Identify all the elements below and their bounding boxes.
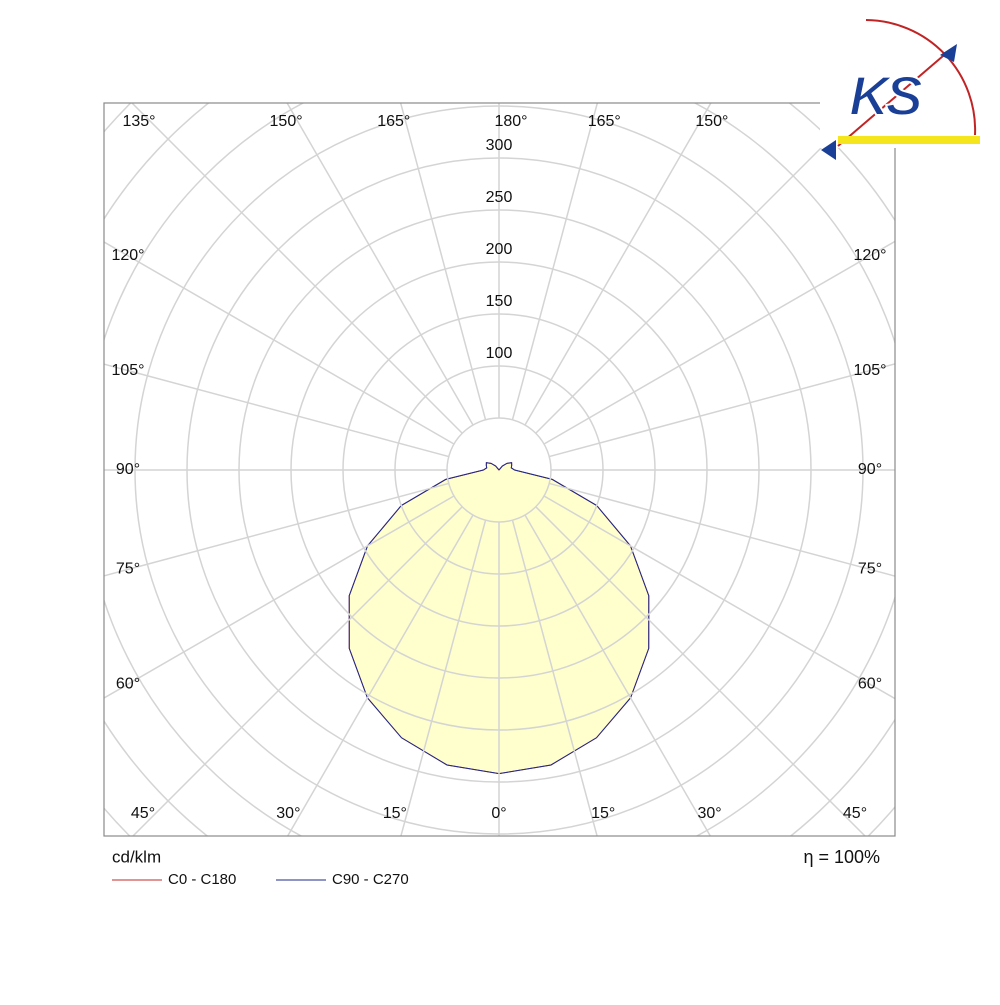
angle-label: 45° xyxy=(843,805,867,822)
grid-radial xyxy=(104,482,449,577)
angle-label: 15° xyxy=(591,805,615,822)
logo-background xyxy=(820,18,980,148)
grid-radial xyxy=(286,103,474,426)
grid-radial xyxy=(549,363,895,458)
angle-label: 120° xyxy=(111,247,144,264)
legend: C0 - C180 C90 - C270 xyxy=(112,871,409,888)
grid-radial xyxy=(131,506,463,836)
angle-label: 30° xyxy=(698,805,722,822)
angle-label: 150° xyxy=(270,113,303,130)
angle-label: 15° xyxy=(383,805,407,822)
angle-label: 150° xyxy=(695,113,728,130)
r-tick-label: 100 xyxy=(486,345,513,362)
angle-label: 90° xyxy=(116,461,140,478)
grid-radial xyxy=(130,103,463,434)
logo-arrow xyxy=(940,44,957,62)
r-tick-label: 300 xyxy=(486,137,513,154)
logo-ray xyxy=(837,49,951,147)
logo: KS xyxy=(820,18,980,160)
r-tick-label: 250 xyxy=(486,189,513,206)
angle-label: 165° xyxy=(588,113,621,130)
angle-label: 105° xyxy=(853,362,886,379)
angle-label: 180° xyxy=(494,113,527,130)
angle-label: 30° xyxy=(276,805,300,822)
angle-label: 120° xyxy=(853,247,886,264)
efficiency-label: η = 100% xyxy=(803,847,880,867)
grid-radial xyxy=(549,482,895,577)
grid-radial xyxy=(104,241,455,445)
angle-label: 60° xyxy=(116,675,140,692)
angle-label: 165° xyxy=(377,113,410,130)
angle-label: 135° xyxy=(122,113,155,130)
angle-label: 0° xyxy=(491,805,506,822)
angle-label: 75° xyxy=(858,561,882,578)
grid-radial xyxy=(524,103,712,426)
legend-label: C90 - C270 xyxy=(332,871,409,888)
grid-radial xyxy=(524,514,712,836)
grid-radial xyxy=(511,103,599,420)
logo-bar xyxy=(838,136,980,144)
angle-label: 90° xyxy=(858,461,882,478)
labels: 100 150 200 250 300 165° 150° 135° 120° 105° 90° 75… xyxy=(111,113,886,822)
angle-label: 45° xyxy=(131,805,155,822)
grid-radial xyxy=(400,520,487,836)
r-tick-label: 200 xyxy=(486,241,513,258)
frame xyxy=(103,102,896,837)
logo-arrow xyxy=(821,140,836,160)
angle-label: 75° xyxy=(116,561,140,578)
grid-radial xyxy=(286,514,474,836)
grid-radial xyxy=(511,520,598,836)
r-tick-label: 150 xyxy=(486,293,513,310)
angle-label: 105° xyxy=(111,362,144,379)
grid-radial xyxy=(543,240,895,445)
unit-label: cd/klm xyxy=(112,847,161,866)
grid-radial xyxy=(104,495,455,699)
grid-radial xyxy=(535,506,867,836)
grid-radial xyxy=(399,103,487,420)
logo-text: KS xyxy=(849,64,922,127)
grid-radial xyxy=(104,363,449,458)
grid-radial xyxy=(543,495,895,700)
angle-label: 60° xyxy=(858,675,882,692)
legend-label: C0 - C180 xyxy=(168,871,236,888)
